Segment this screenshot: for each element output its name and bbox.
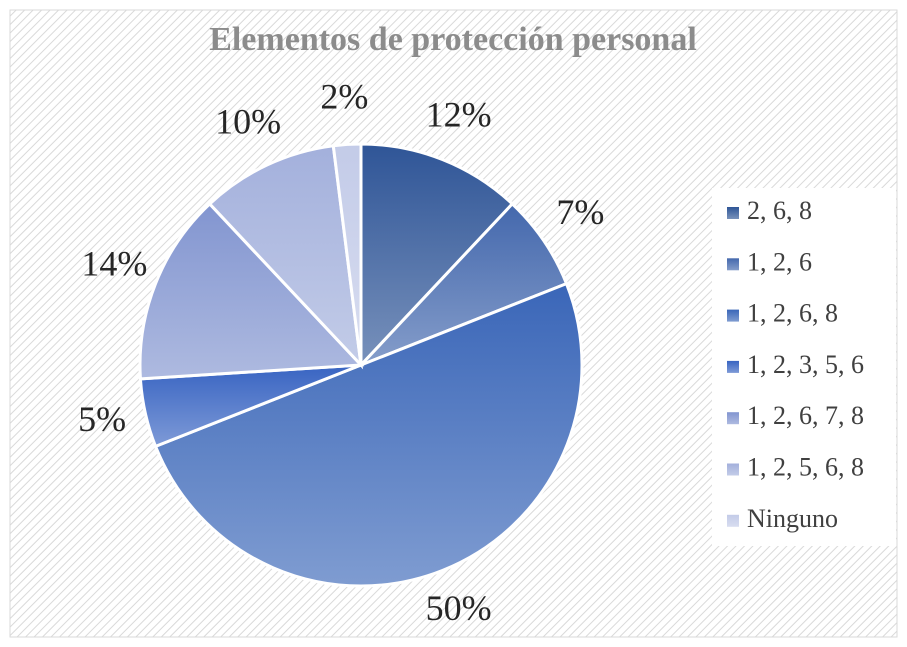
- pie-slice: [138, 201, 365, 381]
- legend-label: 2, 6, 8: [747, 196, 812, 225]
- legend-marker: [727, 360, 739, 373]
- legend-label: 1, 2, 6, 8: [747, 299, 838, 328]
- legend-marker: [727, 463, 739, 476]
- data-label: 50%: [426, 588, 492, 628]
- data-label: 14%: [81, 244, 147, 284]
- legend-label: 1, 2, 6: [747, 247, 812, 276]
- data-label: 5%: [78, 399, 126, 439]
- pie-slice: [359, 142, 515, 369]
- data-label: 10%: [215, 101, 281, 141]
- pie-slice: [153, 281, 584, 588]
- pie-slice: [331, 142, 363, 366]
- legend-label: 1, 2, 3, 5, 6: [747, 350, 864, 379]
- legend-marker: [727, 412, 739, 425]
- legend-label: Ninguno: [747, 504, 838, 533]
- legend-box: [712, 188, 896, 546]
- legend-label: 1, 2, 5, 6, 8: [747, 452, 864, 481]
- data-label: 7%: [556, 192, 604, 232]
- legend-label: 1, 2, 6, 7, 8: [747, 401, 864, 430]
- legend-marker: [727, 207, 739, 219]
- pie-slice: [207, 144, 364, 370]
- legend-marker: [727, 514, 739, 527]
- data-label: 12%: [426, 95, 492, 135]
- chart-title: Elementos de protección personal: [209, 21, 697, 58]
- legend-marker: [727, 258, 739, 271]
- legend-marker: [727, 309, 739, 322]
- data-label: 2%: [320, 77, 368, 117]
